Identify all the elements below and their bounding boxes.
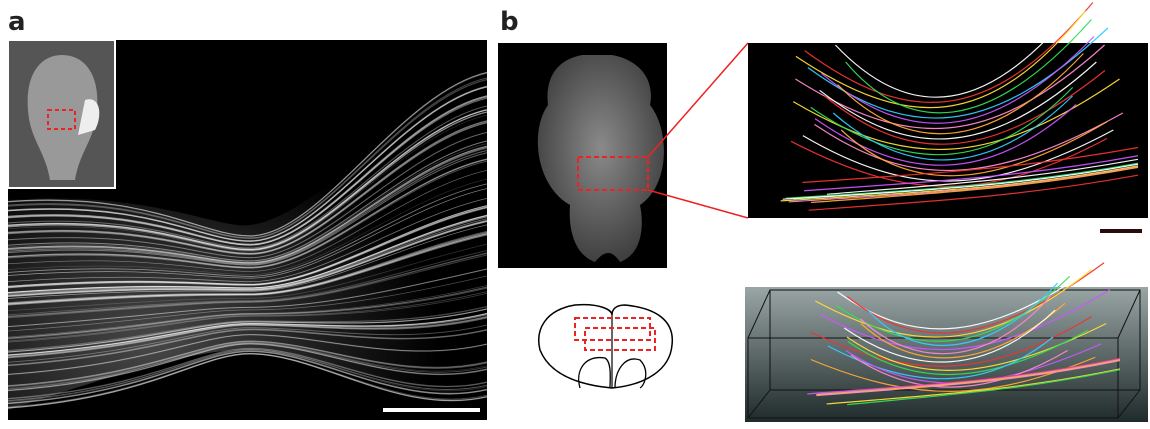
render-3d (745, 287, 1148, 422)
scale-bar (1100, 229, 1142, 233)
scale-bar (383, 408, 480, 412)
figure: a b (0, 0, 1150, 425)
page: a b (() => { const data = JSON.parse(doc… (0, 0, 1150, 425)
panel-label: b (500, 7, 519, 37)
panel-label: a (8, 7, 26, 37)
section-outline (539, 305, 673, 388)
roi-box (585, 328, 655, 350)
